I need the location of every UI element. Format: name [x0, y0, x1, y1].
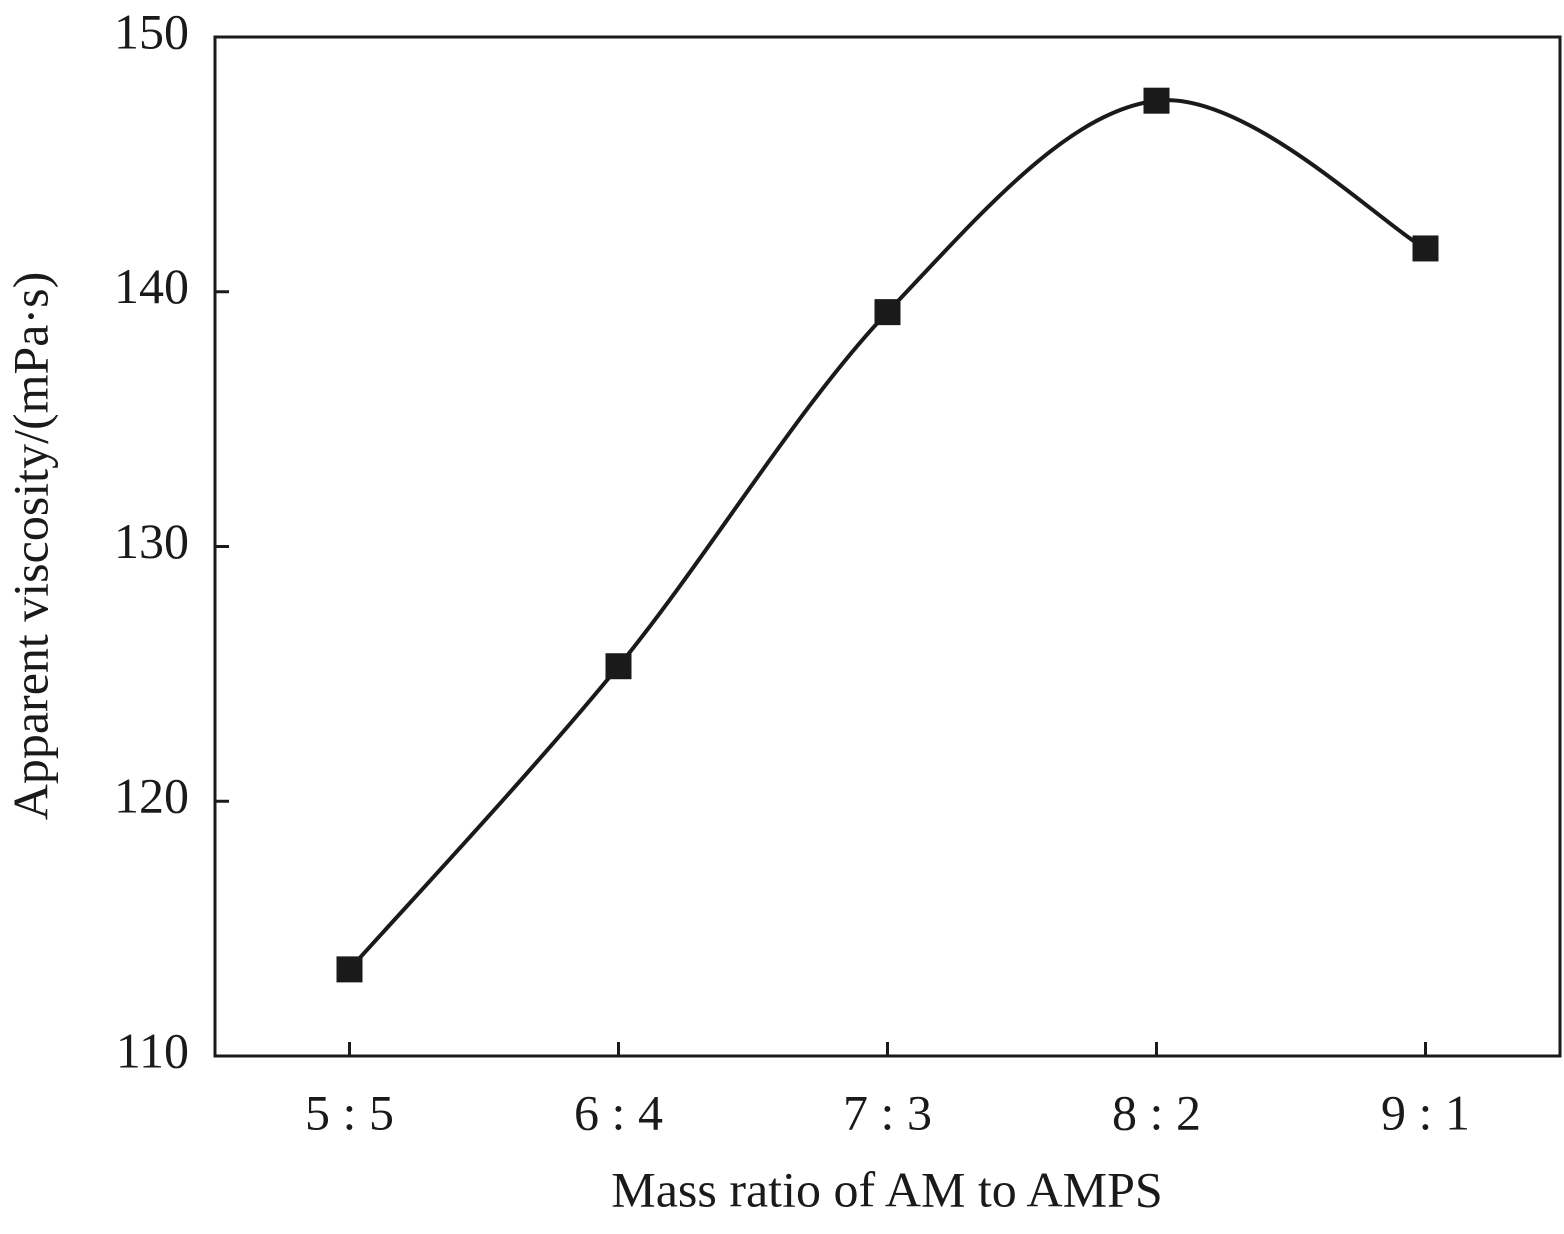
point-marker [1143, 87, 1170, 114]
point-marker [1412, 235, 1439, 262]
point-marker [336, 956, 363, 983]
series-line [348, 98, 1427, 971]
y-tick-label: 130 [114, 513, 189, 569]
point-marker [874, 299, 901, 326]
y-tick-label: 150 [114, 3, 189, 59]
x-tick-label: 6 : 4 [574, 1084, 663, 1140]
y-tick-label: 110 [116, 1022, 189, 1078]
x-axis-title: Mass ratio of AM to AMPS [611, 1161, 1162, 1217]
plot-frame [213, 35, 1562, 1058]
point-marker [605, 653, 632, 680]
y-tick-label: 120 [114, 768, 189, 824]
x-tick-label: 8 : 2 [1112, 1084, 1201, 1140]
x-tick-label: 7 : 3 [843, 1084, 932, 1140]
x-tick-label: 5 : 5 [305, 1084, 394, 1140]
y-tick-label: 140 [114, 258, 189, 314]
y-axis-title: Apparent viscosity/(mPa·s) [2, 272, 58, 821]
x-tick-label: 9 : 1 [1381, 1084, 1470, 1140]
